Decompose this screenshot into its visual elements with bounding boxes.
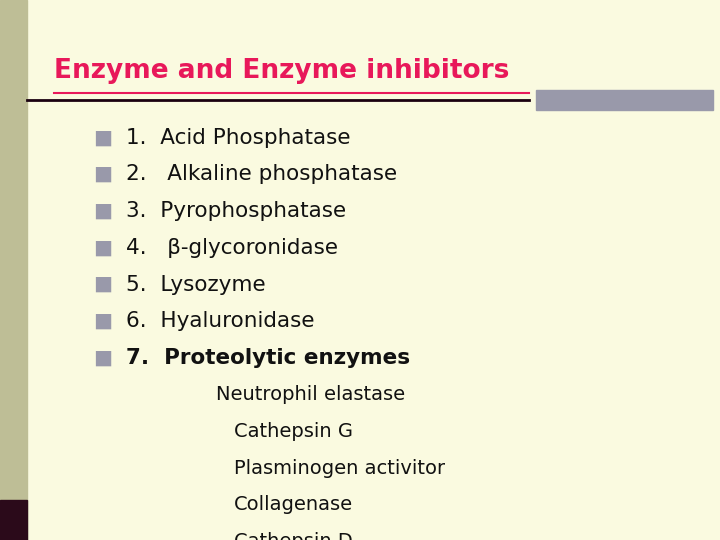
Text: 6.  Hyaluronidase: 6. Hyaluronidase	[126, 311, 315, 332]
Text: 4.   β-glycoronidase: 4. β-glycoronidase	[126, 238, 338, 258]
Text: 3.  Pyrophosphatase: 3. Pyrophosphatase	[126, 201, 346, 221]
Text: Enzyme and Enzyme inhibitors: Enzyme and Enzyme inhibitors	[54, 58, 509, 84]
Text: 7.  Proteolytic enzymes: 7. Proteolytic enzymes	[126, 348, 410, 368]
Text: 2.   Alkaline phosphatase: 2. Alkaline phosphatase	[126, 164, 397, 185]
Bar	[0, 0, 27, 540]
Text: Neutrophil elastase: Neutrophil elastase	[216, 385, 405, 404]
Text: ■: ■	[94, 275, 112, 294]
Text: Cathepsin D: Cathepsin D	[234, 532, 353, 540]
Text: Plasminogen activitor: Plasminogen activitor	[234, 458, 445, 478]
Text: ■: ■	[94, 238, 112, 258]
Bar	[536, 90, 713, 110]
Text: ■: ■	[94, 201, 112, 221]
Text: ■: ■	[94, 128, 112, 147]
Text: 1.  Acid Phosphatase: 1. Acid Phosphatase	[126, 127, 351, 148]
Text: ■: ■	[94, 312, 112, 331]
Text: ■: ■	[94, 348, 112, 368]
Text: ■: ■	[94, 165, 112, 184]
Text: 5.  Lysozyme: 5. Lysozyme	[126, 274, 266, 295]
Text: Collagenase: Collagenase	[234, 495, 353, 515]
Text: Cathepsin G: Cathepsin G	[234, 422, 353, 441]
Bar	[0, 500, 27, 540]
